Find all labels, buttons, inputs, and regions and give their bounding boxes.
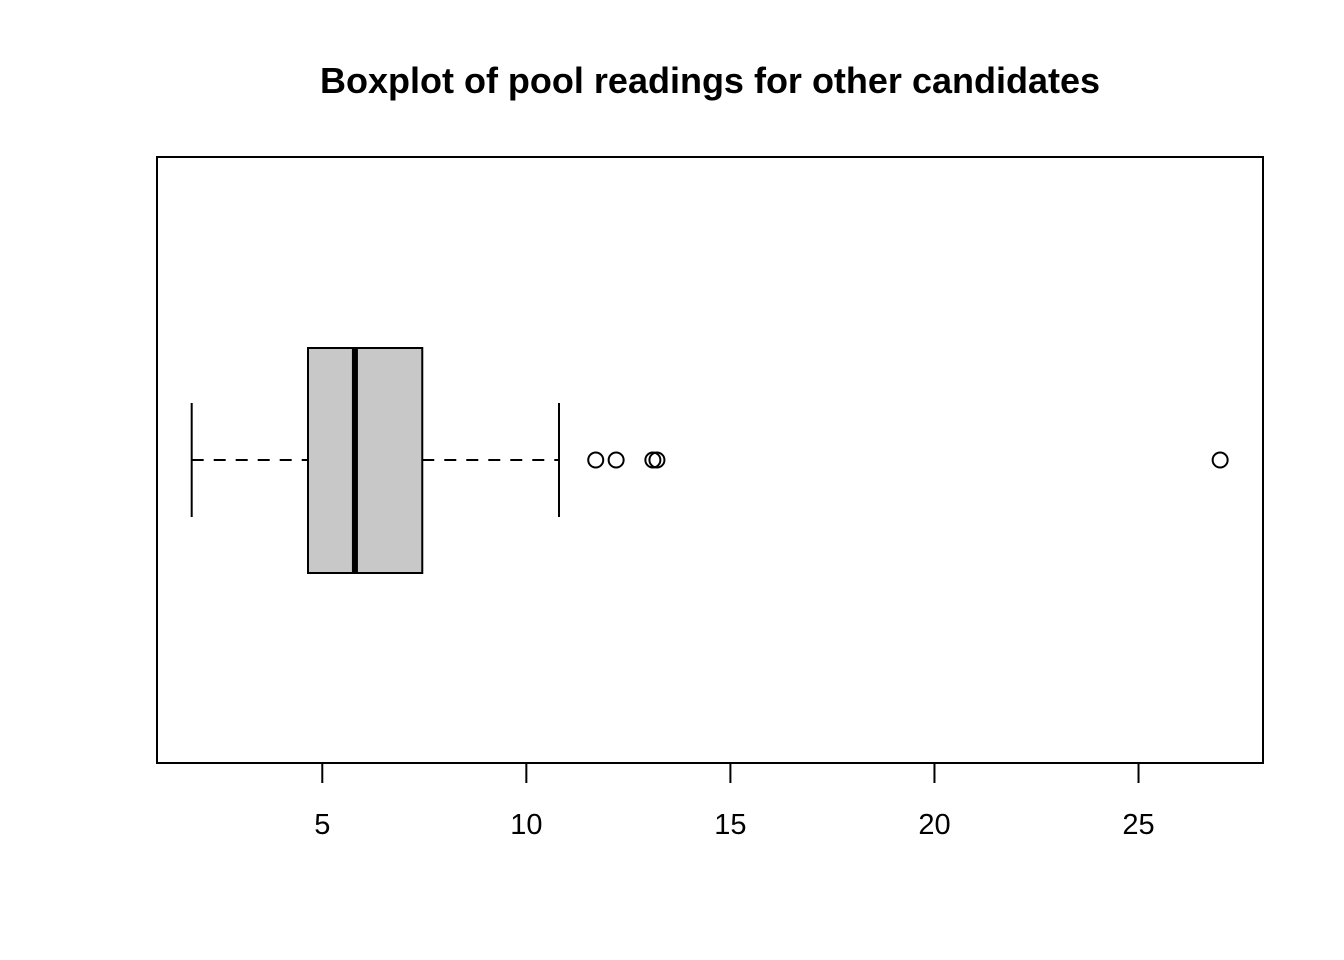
x-tick-label: 5 (314, 809, 330, 841)
boxplot (190, 347, 560, 574)
x-tick-label: 25 (1122, 809, 1154, 841)
x-tick-label: 20 (918, 809, 950, 841)
outlier-point (644, 451, 662, 469)
chart-title: Boxplot of pool readings for other candi… (320, 60, 1100, 101)
interquartile-box (307, 347, 424, 574)
x-tick-label: 10 (510, 809, 542, 841)
x-tick-label: 15 (714, 809, 746, 841)
x-axis: 5 10 15 20 25 (314, 762, 1155, 841)
outlier-point (587, 451, 605, 469)
outlier-point (607, 451, 625, 469)
outliers (587, 451, 1229, 469)
outlier-point (1211, 451, 1229, 469)
outlier-point (648, 451, 666, 469)
